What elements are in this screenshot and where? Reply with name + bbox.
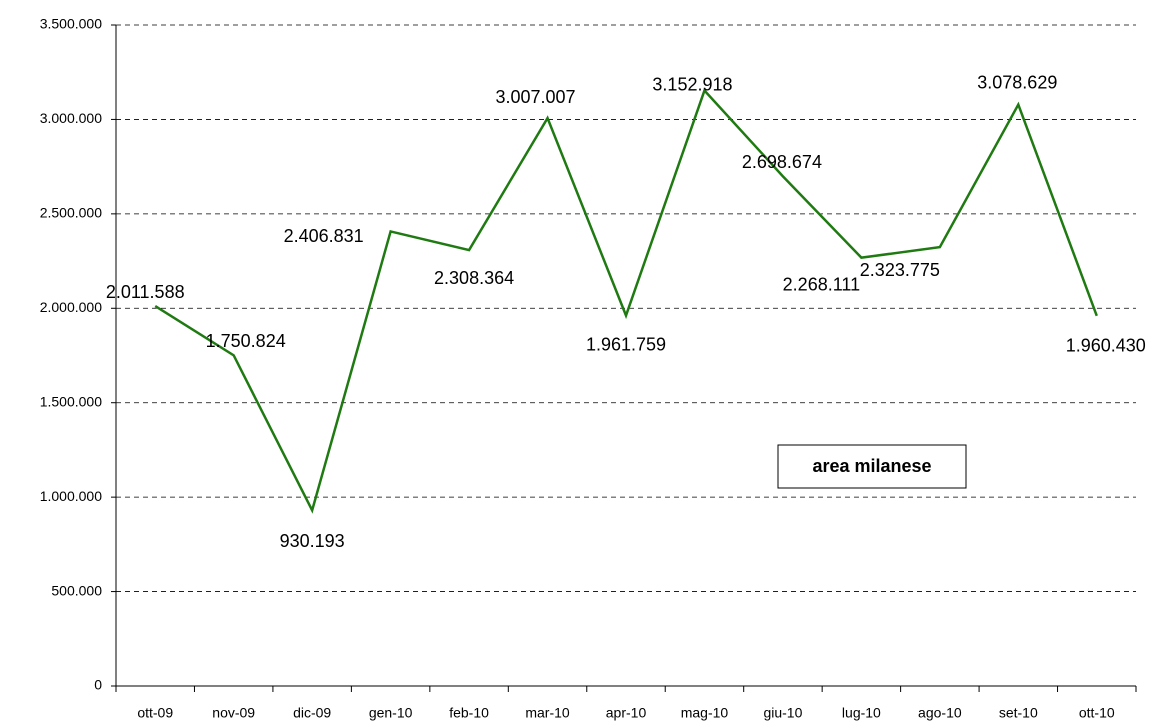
- data-label: 1.961.759: [586, 334, 666, 354]
- x-tick-label: mag-10: [681, 705, 729, 721]
- y-tick-label: 1.500.000: [40, 393, 102, 409]
- data-label: 3.007.007: [495, 87, 575, 107]
- y-tick-label: 0: [94, 677, 102, 693]
- x-tick-label: dic-09: [293, 705, 331, 721]
- x-tick-label: nov-09: [212, 705, 255, 721]
- annotation-box: [777, 444, 967, 489]
- x-tick-label: apr-10: [606, 705, 647, 721]
- y-tick-label: 500.000: [51, 582, 102, 598]
- x-tick-label: gen-10: [369, 705, 413, 721]
- data-label: 1.750.824: [206, 331, 286, 351]
- x-tick-label: giu-10: [763, 705, 802, 721]
- x-tick-label: lug-10: [842, 705, 881, 721]
- data-label: 2.323.775: [860, 260, 940, 280]
- y-tick-label: 3.500.000: [40, 16, 102, 32]
- data-label: 2.406.831: [284, 226, 364, 246]
- data-label: 2.308.364: [434, 268, 514, 288]
- data-label: 930.193: [280, 531, 345, 551]
- x-tick-label: set-10: [999, 705, 1038, 721]
- x-tick-label: ott-10: [1079, 705, 1115, 721]
- annotation: area milanese: [812, 456, 931, 476]
- x-tick-label: feb-10: [449, 705, 489, 721]
- data-label: 3.078.629: [977, 72, 1057, 92]
- x-tick-label: ott-09: [137, 705, 173, 721]
- y-tick-label: 1.000.000: [40, 488, 102, 504]
- data-label: 1.960.430: [1066, 336, 1146, 356]
- y-tick-label: 3.000.000: [40, 110, 102, 126]
- y-tick-label: 2.500.000: [40, 205, 102, 221]
- data-label: 2.011.588: [106, 282, 185, 302]
- data-label: 3.152.918: [652, 74, 732, 94]
- x-tick-label: mar-10: [525, 705, 570, 721]
- series-line: [154, 88, 1098, 514]
- x-tick-label: ago-10: [918, 705, 962, 721]
- data-label: 2.268.111: [783, 274, 860, 294]
- data-label: 2.698.674: [742, 152, 822, 172]
- y-tick-label: 2.000.000: [40, 299, 102, 315]
